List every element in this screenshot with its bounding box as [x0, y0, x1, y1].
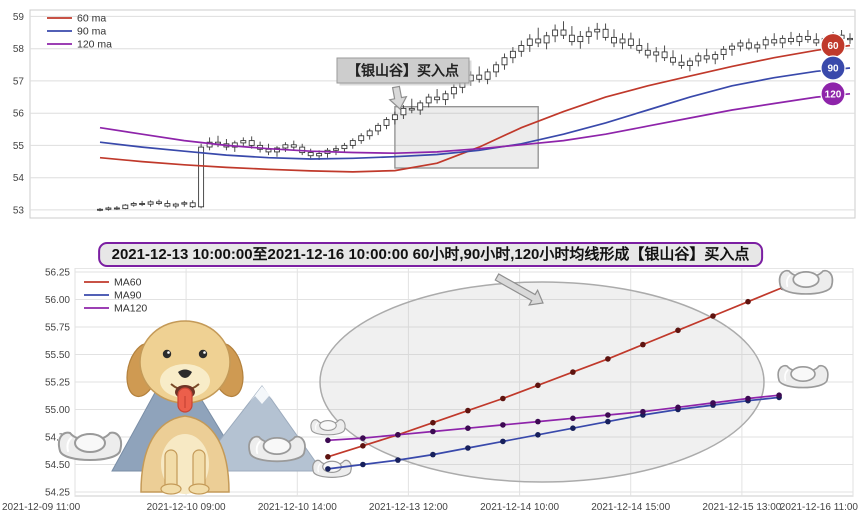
y-tick-label: 56: [13, 109, 25, 120]
ma-badge-label: 60: [827, 41, 839, 52]
legend-item: 60 ma: [47, 13, 106, 25]
legend-item: 120 ma: [47, 39, 112, 51]
y-tick-label: 55.00: [45, 405, 70, 416]
y-tick-label: 55.75: [45, 323, 70, 334]
ma-badge: 120: [820, 81, 846, 107]
ma-badge-label: 90: [827, 64, 839, 75]
x-tick-label: 2021-12-13 12:00: [369, 502, 448, 513]
silver-ingot-icon: [248, 435, 306, 463]
arrow-icon: [388, 85, 408, 110]
y-tick-label: 57: [13, 76, 25, 87]
y-tick-label: 59: [13, 12, 25, 23]
ma-line-markers: [325, 392, 782, 444]
y-tick-label: 55.50: [45, 350, 70, 361]
y-tick-label: 55.25: [45, 378, 70, 389]
legend-item: MA120: [84, 303, 147, 315]
ma-line: [99, 67, 851, 160]
legend-item: 90 ma: [47, 26, 106, 38]
pattern-banner-text: 2021-12-13 10:00:00至2021-12-16 10:00:00 …: [111, 246, 750, 263]
candlestick-series: [97, 21, 853, 212]
legend-item: MA90: [84, 290, 142, 302]
x-tick-label: 2021-12-15 13:00: [702, 502, 781, 513]
highlight-ellipse: [319, 281, 765, 483]
y-tick-label: 54.25: [45, 488, 70, 499]
y-tick-label: 56.00: [45, 295, 70, 306]
legend-label: MA60: [114, 277, 142, 289]
silver-valley-highlight-rect: [394, 106, 539, 169]
legend-label: 90 ma: [77, 26, 106, 38]
x-tick-label: 2021-12-10 09:00: [147, 502, 226, 513]
ma-detail-chart: 2021-12-09 11:00 2021-12-10 09:00 2021-12-…: [2, 268, 859, 513]
top-plot-border: [29, 9, 856, 219]
silver-ingot-icon: [58, 431, 122, 461]
y-tick-label: 54.50: [45, 460, 70, 471]
ma-badge: 60: [820, 32, 846, 59]
silver-ingot-icon: [777, 364, 829, 389]
x-tick-label: 2021-12-10 14:00: [258, 502, 337, 513]
ma-badge: 90: [820, 55, 846, 81]
x-tick-label: 2021-12-14 10:00: [480, 502, 559, 513]
legend-label: 60 ma: [77, 13, 106, 25]
silver-ingot-icon: [310, 419, 346, 436]
legend-label: 120 ma: [77, 39, 112, 51]
y-tick-label: 53: [13, 205, 25, 216]
x-tick-label: 2021-12-14 15:00: [591, 502, 670, 513]
buy-point-annotation-text: 【银山谷】买入点: [347, 63, 459, 79]
ma-line: [99, 44, 851, 173]
arrow-icon: [494, 273, 544, 306]
ma-badge-label: 120: [825, 89, 842, 100]
x-tick-label: 2021-12-16 11:00: [780, 502, 859, 513]
legend-label: MA90: [114, 290, 142, 302]
dog-illustration: [126, 320, 244, 495]
y-tick-label: 56.25: [45, 268, 70, 279]
buy-point-annotation: 【银山谷】买入点: [336, 57, 472, 110]
x-tick-label: 2021-12-09 11:00: [2, 502, 81, 513]
legend-item: MA60: [84, 277, 142, 289]
ma-line: [327, 394, 780, 442]
y-tick-label: 55: [13, 141, 25, 152]
ma-line: [99, 92, 851, 155]
y-tick-label: 58: [13, 44, 25, 55]
y-tick-label: 54.75: [45, 433, 70, 444]
y-tick-label: 54: [13, 173, 25, 184]
legend-label: MA120: [114, 303, 147, 315]
silver-ingot-icon: [312, 459, 352, 478]
ma-line: [327, 396, 780, 470]
ma-line: [327, 286, 784, 458]
pattern-banner: 2021-12-13 10:00:00至2021-12-16 10:00:00 …: [97, 242, 764, 267]
silver-ingot-icon: [778, 269, 834, 295]
